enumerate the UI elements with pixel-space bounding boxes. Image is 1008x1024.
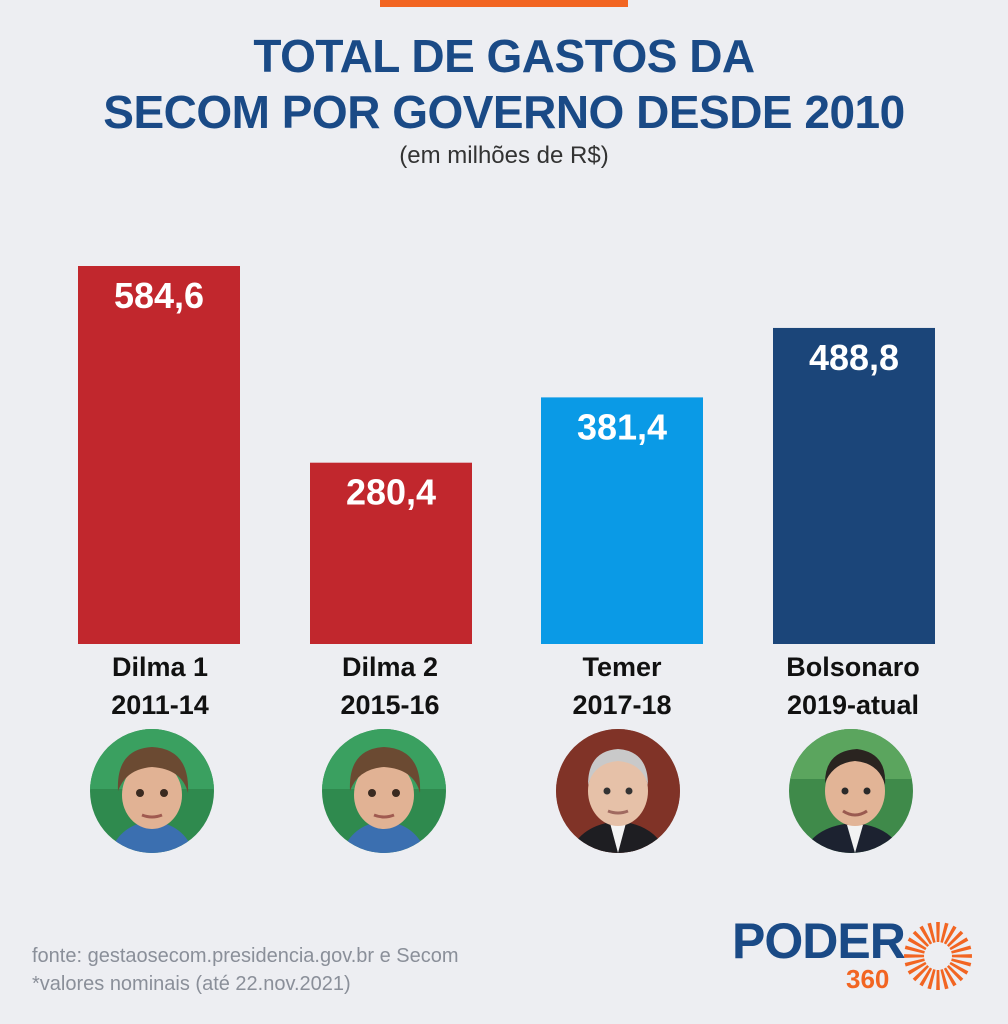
avatar-temer	[556, 729, 680, 853]
avatar-bolsonaro	[789, 729, 913, 853]
title-line-2: SECOM POR GOVERNO DESDE 2010	[103, 86, 905, 138]
category-period: 2015-16	[340, 690, 440, 720]
category-label-bolsonaro: Bolsonaro 2019-atual	[743, 648, 963, 724]
source-note: fonte: gestaosecom.presidencia.gov.br e …	[32, 945, 459, 967]
chart-subtitle: (em milhões de R$)	[399, 142, 609, 169]
category-name: Bolsonaro	[786, 652, 920, 682]
values-note: *valores nominais (até 22.nov.2021)	[32, 973, 351, 995]
bar-dilma-1	[78, 266, 240, 644]
category-period: 2017-18	[572, 690, 672, 720]
poder360-logo: PODER 360	[732, 912, 982, 1002]
logo-number: 360	[846, 964, 890, 994]
footer: fonte: gestaosecom.presidencia.gov.br e …	[32, 942, 459, 998]
bar-temer	[541, 397, 703, 644]
accent-bar	[380, 0, 628, 7]
category-label-dilma-1: Dilma 1 2011-14	[50, 648, 270, 724]
avatar-dilma-2	[322, 729, 446, 853]
logo-word: PODER	[732, 913, 906, 969]
title-line-1: TOTAL DE GASTOS DA	[253, 30, 755, 82]
category-period: 2019-atual	[786, 690, 920, 720]
category-period: 2011-14	[111, 690, 209, 720]
bar-value-label: 584,6	[114, 275, 204, 316]
category-name: Temer	[582, 652, 662, 682]
category-label-dilma-2: Dilma 2 2015-16	[280, 648, 500, 724]
bar-dilma-2	[310, 462, 472, 644]
avatar-dilma-1	[90, 729, 214, 853]
sun-icon	[904, 922, 972, 990]
category-label-temer: Temer 2017-18	[512, 648, 732, 724]
category-name: Dilma 2	[341, 652, 439, 682]
chart-title: TOTAL DE GASTOS DA SECOM POR GOVERNO DES…	[0, 28, 1008, 140]
category-name: Dilma 1	[111, 652, 209, 682]
bar-bolsonaro	[773, 327, 935, 644]
bar-value-label: 488,8	[809, 337, 899, 378]
bar-value-label: 280,4	[346, 472, 436, 513]
bar-value-label: 381,4	[577, 406, 667, 447]
